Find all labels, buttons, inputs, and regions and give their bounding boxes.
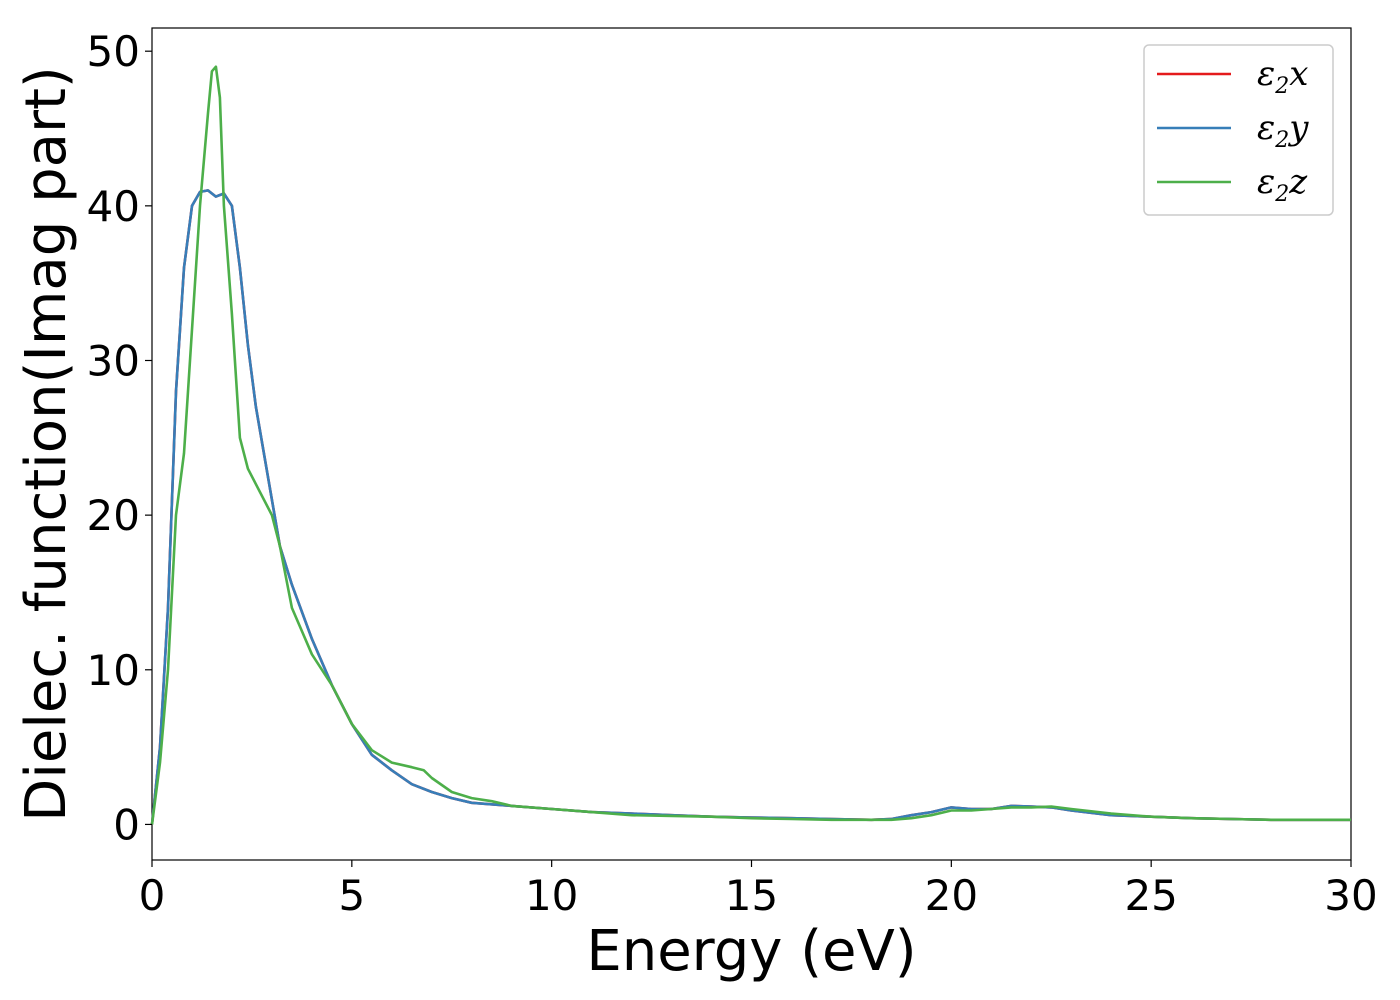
legend-label-z: ε2z	[1257, 162, 1308, 207]
legend-label-x: ε2x	[1257, 54, 1308, 99]
legend: ε2x ε2y ε2z	[1143, 44, 1334, 216]
series-line-z	[150, 65, 1351, 825]
y-tick-label: 30	[87, 336, 140, 385]
legend-box	[1143, 44, 1334, 216]
plot-area: 0 5 10 15 20 25 30 0 10 20 30 40 50	[87, 27, 1378, 920]
x-tick-label: 0	[139, 871, 166, 920]
series-line-y	[150, 189, 1351, 825]
x-tick-label: 15	[725, 871, 778, 920]
x-tick-label: 10	[525, 871, 578, 920]
y-tick-label: 20	[87, 491, 140, 540]
x-tick-label: 30	[1324, 871, 1377, 920]
y-tick-label: 10	[87, 646, 140, 695]
y-tick-label: 0	[113, 800, 140, 849]
y-axis: 0 10 20 30 40 50	[87, 27, 152, 849]
series-line-x	[150, 189, 1351, 825]
x-tick-label: 25	[1124, 871, 1177, 920]
legend-label-y: ε2y	[1257, 108, 1309, 153]
series-lines	[150, 65, 1351, 825]
x-tick-label: 5	[338, 871, 365, 920]
x-tick-label: 20	[925, 871, 978, 920]
y-tick-label: 50	[87, 27, 140, 76]
x-axis-label: Energy (eV)	[586, 919, 916, 984]
y-tick-label: 40	[87, 182, 140, 231]
x-axis: 0 5 10 15 20 25 30	[139, 860, 1378, 920]
y-axis-label: Dielec. function(Imag part)	[14, 66, 79, 822]
